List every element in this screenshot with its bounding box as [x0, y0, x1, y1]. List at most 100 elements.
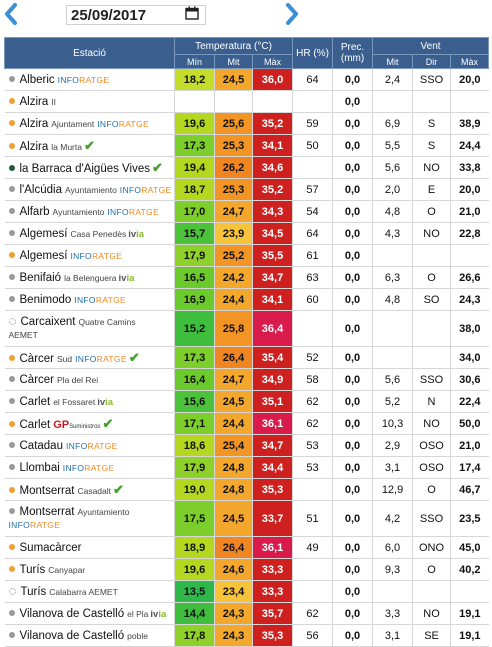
station-name-cell[interactable]: Sumacàrcer	[4, 536, 175, 559]
station-name-cell[interactable]: Montserrat Ayuntamiento INFORATGE	[4, 500, 175, 537]
station-name[interactable]: Alzira	[19, 117, 49, 130]
station-name-cell[interactable]: Catadau INFORATGE	[4, 434, 175, 457]
table-row[interactable]: Montserrat Ayuntamiento INFORATGE 17,5 24,5 3…	[4, 500, 489, 537]
station-name[interactable]: Montserrat	[19, 484, 75, 497]
header-wind[interactable]: Vent	[372, 37, 490, 55]
table-row[interactable]: Algemesí Casa Penedès ivia 15,7 23,9 34,5 64 0,…	[4, 222, 489, 245]
station-name[interactable]: Vilanova de Castelló	[19, 629, 125, 642]
station-name-cell[interactable]: Vilanova de Castelló poble	[4, 624, 175, 647]
table-row[interactable]: la Barraca d'Aigües Vives ✔ 19,4 26,2 34,6 0,…	[4, 156, 489, 179]
station-name[interactable]: Vilanova de Castelló	[19, 607, 125, 620]
humidity-cell	[292, 156, 333, 179]
table-row[interactable]: Vilanova de Castelló el Pla ivia 14,4 24,3 35…	[4, 602, 489, 625]
temp-max-cell: 34,3	[251, 200, 293, 223]
station-name[interactable]: Algemesí	[19, 249, 68, 262]
header-temp-mit[interactable]: Mit	[214, 54, 253, 69]
table-row[interactable]: Turís Canyapar 19,6 24,6 33,3 0,0 9,3 O 40,2	[4, 558, 489, 581]
precipitation-cell: 0,0	[332, 434, 373, 457]
table-row[interactable]: Vilanova de Castelló poble 17,8 24,3 35,3 56 0…	[4, 624, 489, 647]
station-name-cell[interactable]: Alzira II	[4, 90, 175, 113]
station-name[interactable]: Càrcer	[19, 373, 55, 386]
station-name-cell[interactable]: Benimodo INFORATGE	[4, 288, 175, 311]
station-name-cell[interactable]: Algemesí Casa Penedès ivia	[4, 222, 175, 245]
header-prec[interactable]: Prec. (mm)	[332, 37, 374, 69]
temp-mit-cell: 25,2	[214, 244, 253, 267]
station-name[interactable]: Turís	[20, 585, 47, 598]
station-name-cell[interactable]: Llombai INFORATGE	[4, 456, 175, 479]
station-name[interactable]: Benifaió	[19, 271, 62, 284]
table-row[interactable]: Alzira II 0,0	[4, 90, 489, 113]
station-name[interactable]: Alfarb	[19, 205, 50, 218]
table-row[interactable]: Alzira la Murta ✔ 17,3 25,3 34,1 50 0,0 5,5 S 24,4	[4, 134, 489, 157]
station-name-cell[interactable]: Alzira Ajuntament INFORATGE	[4, 112, 175, 135]
station-name[interactable]: Catadau	[19, 439, 63, 452]
header-wind-mit[interactable]: Mit	[372, 54, 414, 69]
station-name[interactable]: Algemesí	[19, 227, 68, 240]
station-name[interactable]: Carlet	[19, 418, 51, 431]
table-row[interactable]: Alfarb Ayuntamiento INFORATGE 17,0 24,7 34,3 5…	[4, 200, 489, 223]
precipitation-cell: 0,0	[332, 602, 373, 625]
table-row[interactable]: Carcaixent Quatre Camins AEMET 15,2 25,8 36,4…	[4, 310, 489, 347]
station-name-cell[interactable]: la Barraca d'Aigües Vives ✔	[4, 156, 175, 179]
station-name[interactable]: Carcaixent	[20, 315, 76, 328]
station-type-icon	[8, 398, 15, 405]
header-wind-dir[interactable]: Dir	[412, 54, 452, 69]
table-row[interactable]: Benimodo INFORATGE 16,9 24,4 34,1 60 0,0 4,8 SO 2…	[4, 288, 489, 311]
next-day-button[interactable]	[283, 3, 301, 25]
header-hr[interactable]: HR (%)	[292, 37, 334, 69]
station-name[interactable]: Sumacàrcer	[19, 541, 82, 554]
station-name[interactable]: Alberic	[19, 73, 55, 86]
table-row[interactable]: Alzira Ajuntament INFORATGE 19,6 25,6 35,2 59 0…	[4, 112, 489, 135]
table-row[interactable]: Sumacàrcer 18,9 26,4 36,1 49 0,0 6,0 ONO 45,0	[4, 536, 489, 559]
station-name-cell[interactable]: Carlet GPSuministros ✔	[4, 412, 175, 435]
header-temperature[interactable]: Temperatura (°C)	[173, 37, 294, 55]
table-row[interactable]: Turís Calabarra AEMET 13,5 23,4 33,3 0,0	[4, 580, 489, 603]
table-row[interactable]: Carlet el Fossaret ivia 15,6 24,5 35,1 62 0,0 5,…	[4, 390, 489, 413]
station-name-cell[interactable]: Benifaió la Belenguera ivia	[4, 266, 175, 289]
station-name-cell[interactable]: Turís Calabarra AEMET	[4, 580, 175, 603]
header-wind-max[interactable]: Màx	[450, 54, 490, 69]
table-row[interactable]: Llombai INFORATGE 17,9 24,8 34,4 53 0,0 3,1 OSO 1…	[4, 456, 489, 479]
table-row[interactable]: Càrcer Pla del Rei 16,4 24,7 34,9 58 0,0 5,6 SSO…	[4, 368, 489, 391]
table-row[interactable]: Càrcer Sud INFORATGE ✔ 17,3 26,4 35,4 52 0,0 34,0	[4, 346, 489, 369]
station-name[interactable]: Montserrat	[19, 505, 75, 518]
station-name-cell[interactable]: l'Alcúdia Ayuntamiento INFORATGE	[4, 178, 175, 201]
station-name-cell[interactable]: Alfarb Ayuntamiento INFORATGE	[4, 200, 175, 223]
station-name-cell[interactable]: Alzira la Murta ✔	[4, 134, 175, 157]
header-station[interactable]: Estació	[4, 37, 175, 69]
header-temp-max[interactable]: Màx	[251, 54, 294, 69]
station-name-cell[interactable]: Alberic INFORATGE	[4, 68, 175, 91]
station-name-cell[interactable]: Càrcer Pla del Rei	[4, 368, 175, 391]
header-temp-min[interactable]: Mín	[174, 54, 215, 69]
station-name[interactable]: Càrcer	[19, 352, 55, 365]
station-name-cell[interactable]: Algemesí INFORATGE	[4, 244, 175, 267]
previous-day-button[interactable]	[2, 3, 20, 25]
wind-mit-cell	[372, 346, 413, 369]
table-row[interactable]: Carlet GPSuministros ✔ 17,1 24,4 36,1 62 0,0 10,…	[4, 412, 489, 435]
station-name-cell[interactable]: Carcaixent Quatre Camins AEMET	[4, 310, 175, 347]
table-row[interactable]: Benifaió la Belenguera ivia 16,5 24,2 34,7 63 0…	[4, 266, 489, 289]
table-row[interactable]: Algemesí INFORATGE 17,9 25,2 35,5 61 0,0	[4, 244, 489, 267]
station-name-cell[interactable]: Carlet el Fossaret ivia	[4, 390, 175, 413]
temp-min-cell: 15,2	[174, 310, 215, 347]
station-name[interactable]: Llombai	[19, 461, 60, 474]
station-name[interactable]: l'Alcúdia	[19, 183, 62, 196]
station-name-cell[interactable]: Montserrat Casadalt ✔	[4, 478, 175, 501]
station-name[interactable]: Carlet	[19, 395, 51, 408]
station-name[interactable]: la Barraca d'Aigües Vives	[19, 162, 150, 175]
table-row[interactable]: Alberic INFORATGE 18,2 24,5 36,0 64 0,0 2,4 SSO 2…	[4, 68, 489, 91]
station-name[interactable]: Turís	[19, 563, 46, 576]
table-row[interactable]: Montserrat Casadalt ✔ 19,0 24,8 35,3 0,0 12,9 O 4…	[4, 478, 489, 501]
station-name-cell[interactable]: Vilanova de Castelló el Pla ivia	[4, 602, 175, 625]
table-row[interactable]: Catadau INFORATGE 18,6 25,4 34,7 53 0,0 2,9 OSO 2…	[4, 434, 489, 457]
station-name[interactable]: Alzira	[19, 95, 49, 108]
wind-max-cell: 34,0	[450, 346, 489, 369]
table-row[interactable]: l'Alcúdia Ayuntamiento INFORATGE 18,7 25,3 35…	[4, 178, 489, 201]
date-field[interactable]: 25/09/2017	[66, 5, 206, 25]
station-name[interactable]: Benimodo	[19, 293, 72, 306]
station-name-cell[interactable]: Turís Canyapar	[4, 558, 175, 581]
humidity-cell: 61	[292, 244, 333, 267]
calendar-icon[interactable]	[185, 6, 199, 20]
station-name-cell[interactable]: Càrcer Sud INFORATGE ✔	[4, 346, 175, 369]
station-name[interactable]: Alzira	[19, 140, 49, 153]
